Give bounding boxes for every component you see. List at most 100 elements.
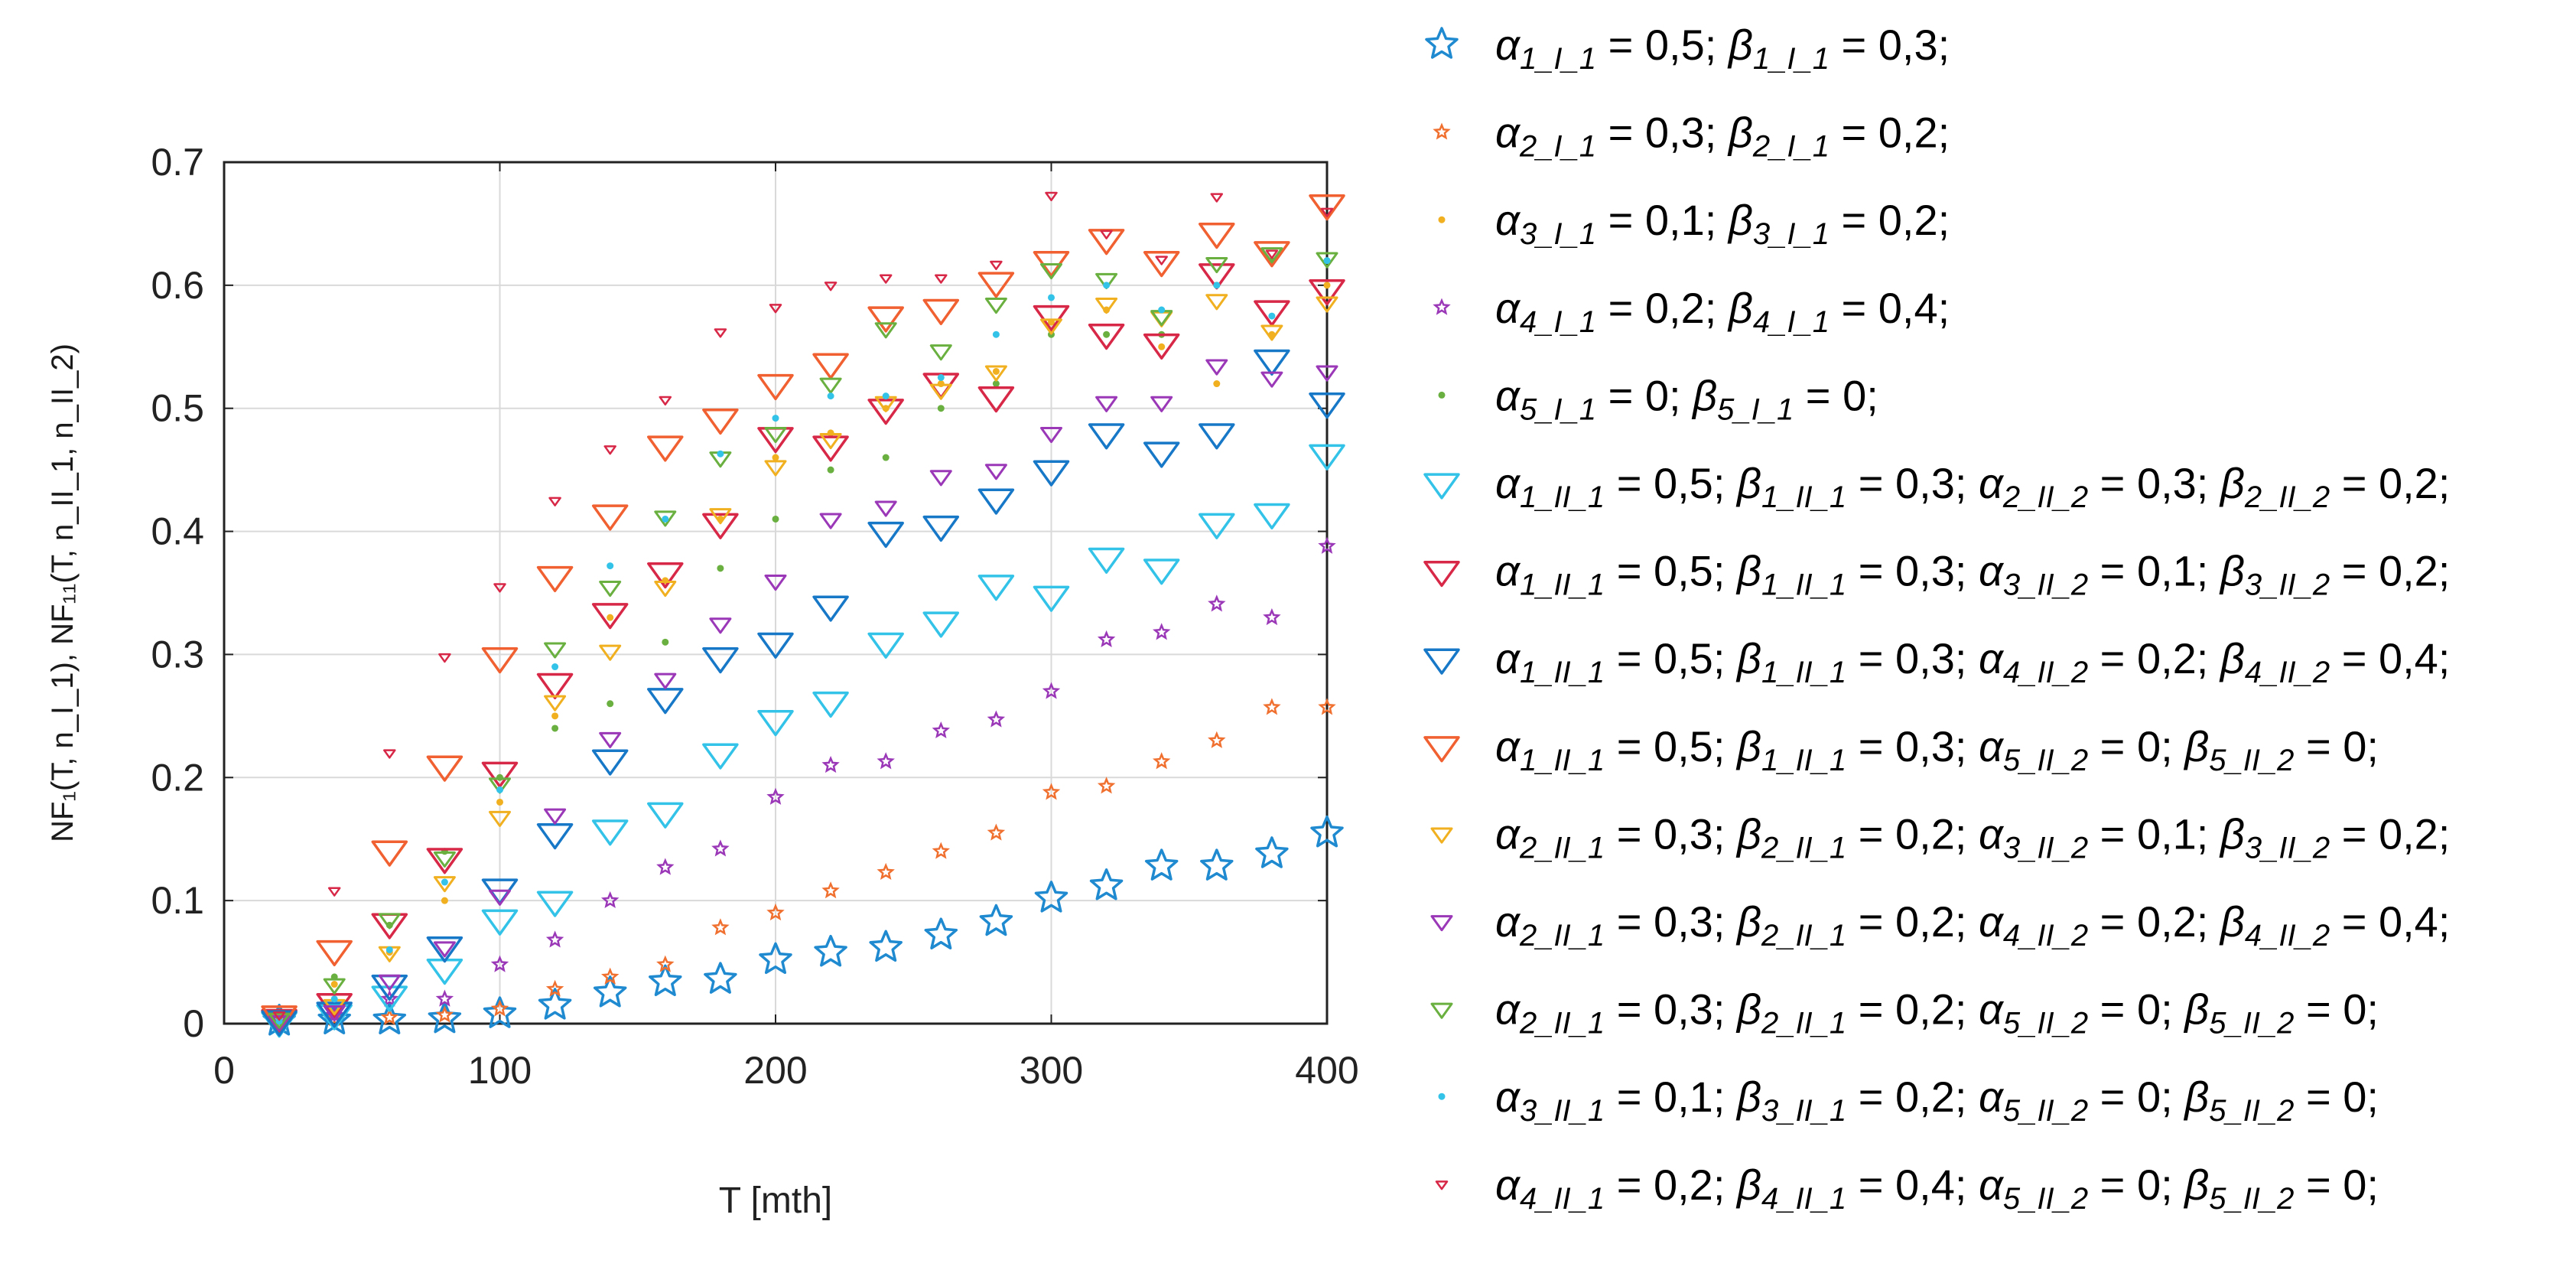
data-point [1309,444,1345,471]
y-axis-title: NF₁(T, n_I_1), NF₁₁(T, n_II_1, n_II_2) [46,344,80,842]
legend-label: α3_I_1 = 0,1; β3_I_1 = 0,2; [1495,196,1950,251]
data-point [551,712,559,720]
data-point [1095,298,1118,314]
legend-item: α5_I_1 = 0; β5_I_1 = 0; [1438,371,1878,426]
data-point [1040,263,1062,280]
data-point [772,415,779,422]
data-point [1255,836,1289,868]
data-point [1254,349,1290,376]
legend-marker [1423,473,1460,500]
legend-marker [1433,122,1451,140]
data-point [702,743,739,770]
data-point [1268,312,1276,320]
data-point [490,999,509,1017]
y-tick-label: 0.1 [151,879,204,922]
data-point [441,897,448,904]
series-13 [275,257,1331,1025]
data-point [1316,296,1338,313]
data-point [704,962,737,994]
data-point [922,515,960,542]
data-point [717,450,724,458]
legend-marker [1425,27,1459,59]
series-4 [270,536,1336,1028]
data-point [545,979,564,997]
data-point [481,647,519,674]
data-point [647,802,684,829]
data-point [538,988,572,1020]
data-point [1042,783,1061,800]
data-point [1320,207,1334,217]
data-point [496,773,503,781]
data-point [819,432,842,450]
legend-item: α2_I_1 = 0,3; β2_I_1 = 0,2; [1433,109,1950,164]
data-point [268,1014,291,1031]
data-point [1254,300,1290,327]
data-point [647,562,684,589]
legend-marker [1438,216,1446,223]
data-point [764,460,787,477]
legend-item: α4_I_1 = 0,2; β4_I_1 = 0,4; [1433,284,1950,339]
data-point [593,975,627,1008]
legend-label: α3_II_1 = 0,1; β3_II_1 = 0,2; α5_II_2 = … [1495,1073,2379,1128]
data-point [548,497,561,506]
data-point [1089,868,1124,900]
data-point [772,515,779,523]
data-point [426,848,463,874]
data-point [1040,426,1062,444]
data-point [600,967,620,985]
data-point [607,614,614,621]
data-point [827,466,834,474]
data-point [1088,547,1125,574]
data-point [600,891,620,909]
legend-label: α1_II_1 = 0,5; β1_II_1 = 0,3; α4_II_2 = … [1495,634,2450,689]
data-point [702,513,739,539]
legend-item: α3_II_1 = 0,1; β3_II_1 = 0,2; α5_II_2 = … [1438,1073,2379,1128]
data-point [433,941,456,958]
data-point [812,595,849,622]
data-point [441,878,448,886]
data-point [433,851,456,868]
data-point [426,936,463,963]
data-point [812,353,849,379]
legend-label: α4_I_1 = 0,2; β4_I_1 = 0,4; [1495,284,1950,339]
data-point [1095,396,1118,412]
legend-marker [1438,1093,1446,1100]
data-point [1042,682,1061,699]
legend-label: α1_II_1 = 0,5; β1_II_1 = 0,3; α5_II_2 = … [1495,722,2379,777]
series-1 [262,815,1344,1036]
data-point [496,786,503,793]
data-point [1263,607,1281,626]
data-point [766,787,785,805]
data-point [536,823,574,850]
data-point [1309,279,1345,306]
data-point [551,663,559,671]
data-point [757,373,794,401]
data-point [272,1011,286,1021]
data-point [717,565,724,572]
data-point [385,946,393,953]
data-point [929,383,952,400]
data-point [935,274,948,284]
data-point [1208,731,1226,748]
data-point [544,642,567,659]
data-point [759,942,792,975]
data-point [599,731,622,749]
data-point [987,823,1006,841]
data-point [922,298,960,325]
legend-label: α2_II_1 = 0,3; β2_II_1 = 0,2; α5_II_2 = … [1495,985,2379,1040]
x-tick-label: 200 [743,1049,807,1092]
legend-item: α3_I_1 = 0,1; β3_I_1 = 0,2; [1438,196,1950,251]
data-point [656,955,675,972]
data-point [591,504,629,531]
data-point [937,374,945,381]
data-point [1048,294,1055,301]
data-point [1213,282,1221,289]
data-point [932,842,950,859]
series-12 [268,247,1338,1029]
data-point [1088,423,1125,450]
data-point [814,934,847,967]
data-point [647,435,684,462]
data-point [819,513,842,529]
data-point [882,454,890,461]
